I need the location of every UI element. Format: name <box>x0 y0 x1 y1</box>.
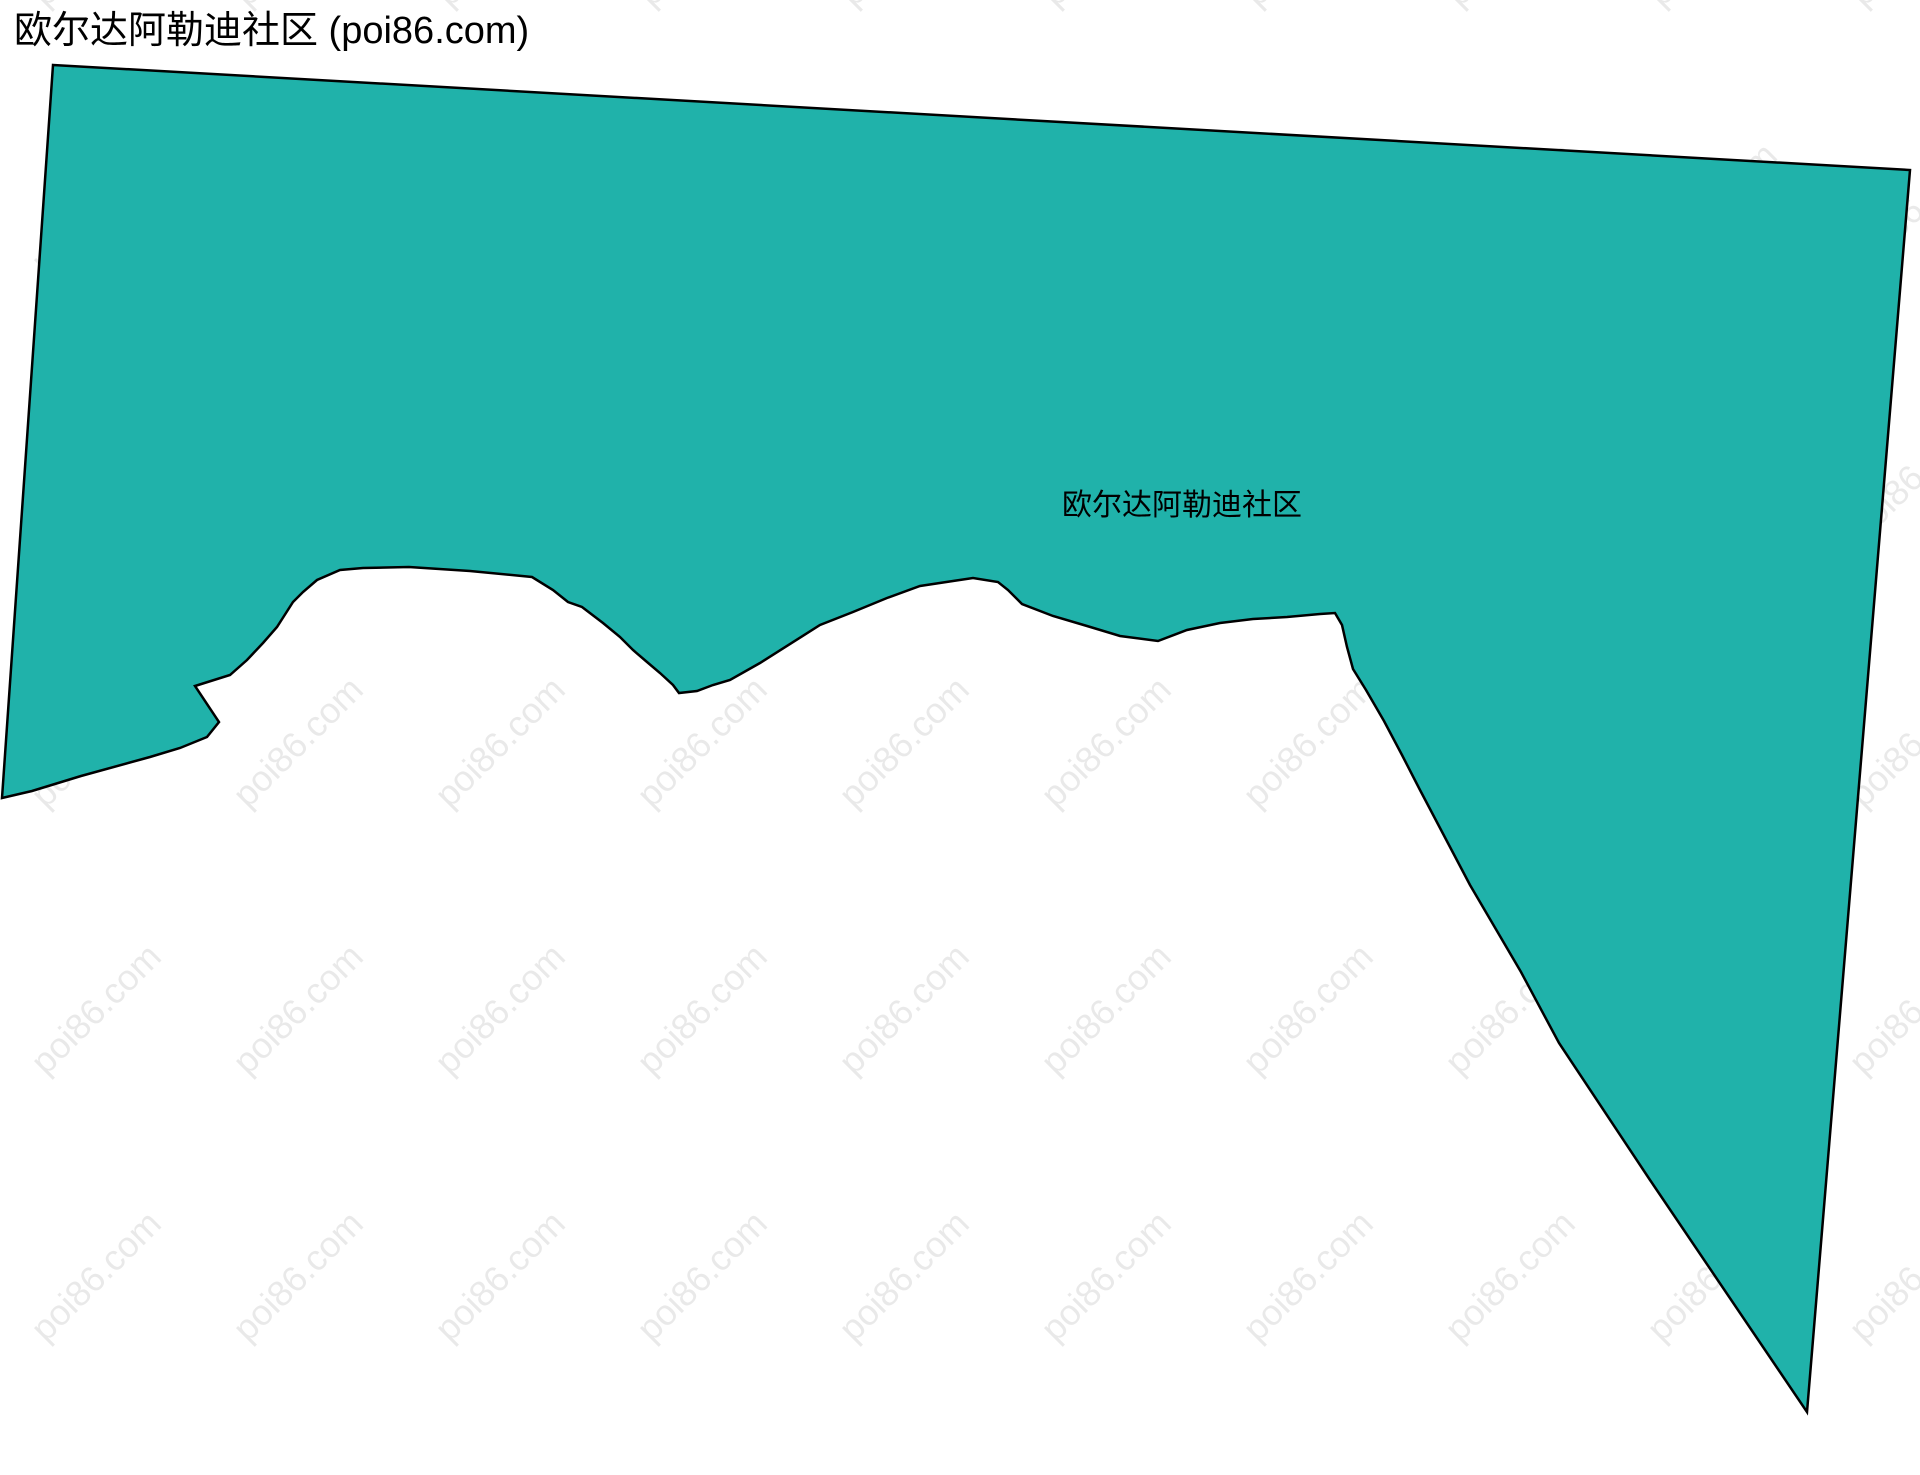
region-polygon <box>0 63 1912 1416</box>
page-title: 欧尔达阿勒迪社区 (poi86.com) <box>14 10 530 52</box>
region-label: 欧尔达阿勒迪社区 <box>1062 489 1302 522</box>
